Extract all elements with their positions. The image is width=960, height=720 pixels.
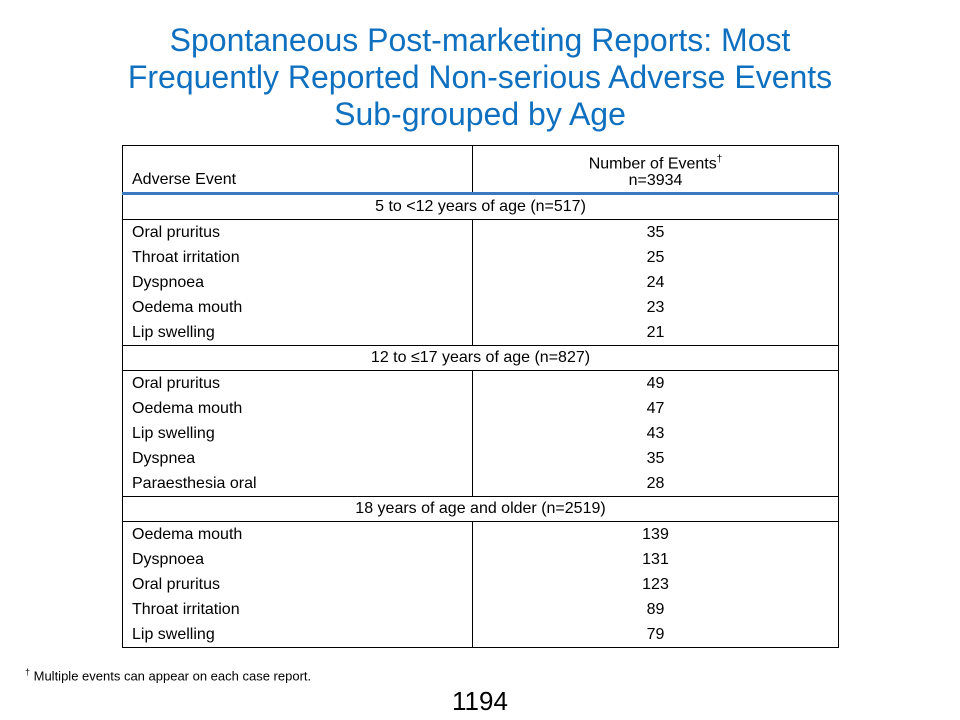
adverse-event-cell: Lip swelling	[122, 622, 473, 648]
adverse-event-cell: Throat irritation	[122, 245, 473, 270]
table-row: Oedema mouth 47	[122, 396, 839, 421]
dagger-mark: †	[716, 153, 723, 165]
table-row: Oral pruritus 49	[122, 370, 839, 396]
event-count-cell: 139	[472, 521, 839, 547]
adverse-event-cell: Lip swelling	[122, 320, 473, 346]
event-count-cell: 49	[472, 370, 839, 396]
event-count-cell: 25	[472, 245, 839, 270]
age-group-label: 5 to <12 years of age (n=517)	[122, 193, 839, 220]
age-group-label: 18 years of age and older (n=2519)	[122, 496, 839, 522]
number-of-events-label: Number of Events	[588, 155, 717, 172]
title-line-2: Frequently Reported Non-serious Adverse …	[127, 59, 833, 95]
adverse-event-cell: Oedema mouth	[122, 521, 473, 547]
footnote: † Multiple events can appear on each cas…	[25, 667, 311, 683]
event-count-cell: 35	[472, 219, 839, 245]
footnote-text: Multiple events can appear on each case …	[30, 668, 312, 684]
event-count-cell: 131	[472, 547, 839, 572]
table-row: Lip swelling 79	[122, 622, 839, 648]
age-group-row: 5 to <12 years of age (n=517)	[122, 193, 839, 220]
table-row: Paraesthesia oral 28	[122, 471, 839, 497]
event-count-cell: 43	[472, 421, 839, 446]
adverse-event-cell: Dyspnea	[122, 446, 473, 471]
adverse-event-cell: Throat irritation	[122, 597, 473, 622]
table-row: Dyspnoea 24	[122, 270, 839, 295]
table-row: Dyspnea 35	[122, 446, 839, 471]
table-row: Throat irritation 25	[122, 245, 839, 270]
event-count-cell: 47	[472, 396, 839, 421]
event-count-cell: 23	[472, 295, 839, 320]
event-count-cell: 28	[472, 471, 839, 497]
event-count-cell: 79	[472, 622, 839, 648]
age-group-row: 12 to ≤17 years of age (n=827)	[122, 345, 839, 371]
adverse-event-cell: Oral pruritus	[122, 370, 473, 396]
slide-title: Spontaneous Post-marketing Reports: Most…	[40, 22, 920, 133]
event-count-cell: 123	[472, 572, 839, 597]
table-row: Oedema mouth 23	[122, 295, 839, 320]
age-group-label: 12 to ≤17 years of age (n=827)	[122, 345, 839, 371]
footnote-mark: †	[25, 667, 31, 677]
event-count-cell: 24	[472, 270, 839, 295]
table-row: Oral pruritus 123	[122, 572, 839, 597]
adverse-event-cell: Lip swelling	[122, 421, 473, 446]
adverse-event-cell: Oedema mouth	[122, 295, 473, 320]
event-count-cell: 35	[472, 446, 839, 471]
page-number: 1194	[452, 686, 508, 716]
adverse-event-cell: Paraesthesia oral	[122, 471, 473, 497]
adverse-event-cell: Oedema mouth	[122, 396, 473, 421]
adverse-event-cell: Dyspnoea	[122, 547, 473, 572]
title-line-3: Sub-grouped by Age	[334, 96, 626, 132]
total-n-label: n=3934	[628, 172, 683, 189]
adverse-event-cell: Oral pruritus	[122, 219, 473, 245]
title-line-1: Spontaneous Post-marketing Reports: Most	[169, 22, 791, 58]
table-header-row: Adverse Event Number of Events† n=3934	[122, 145, 839, 195]
table-row: Oedema mouth 139	[122, 521, 839, 547]
event-count-cell: 21	[472, 320, 839, 346]
number-of-events-header: Number of Events† n=3934	[472, 145, 839, 195]
table-row: Lip swelling 21	[122, 320, 839, 346]
table-row: Throat irritation 89	[122, 597, 839, 622]
table-body: 5 to <12 years of age (n=517) Oral prurit…	[122, 193, 839, 648]
adverse-event-cell: Dyspnoea	[122, 270, 473, 295]
table-row: Lip swelling 43	[122, 421, 839, 446]
adverse-event-header: Adverse Event	[122, 145, 473, 195]
table-row: Dyspnoea 131	[122, 547, 839, 572]
event-count-cell: 89	[472, 597, 839, 622]
adverse-events-table: Adverse Event Number of Events† n=3934 5…	[122, 145, 839, 648]
table-row: Oral pruritus 35	[122, 219, 839, 245]
adverse-event-cell: Oral pruritus	[122, 572, 473, 597]
age-group-row: 18 years of age and older (n=2519)	[122, 496, 839, 522]
